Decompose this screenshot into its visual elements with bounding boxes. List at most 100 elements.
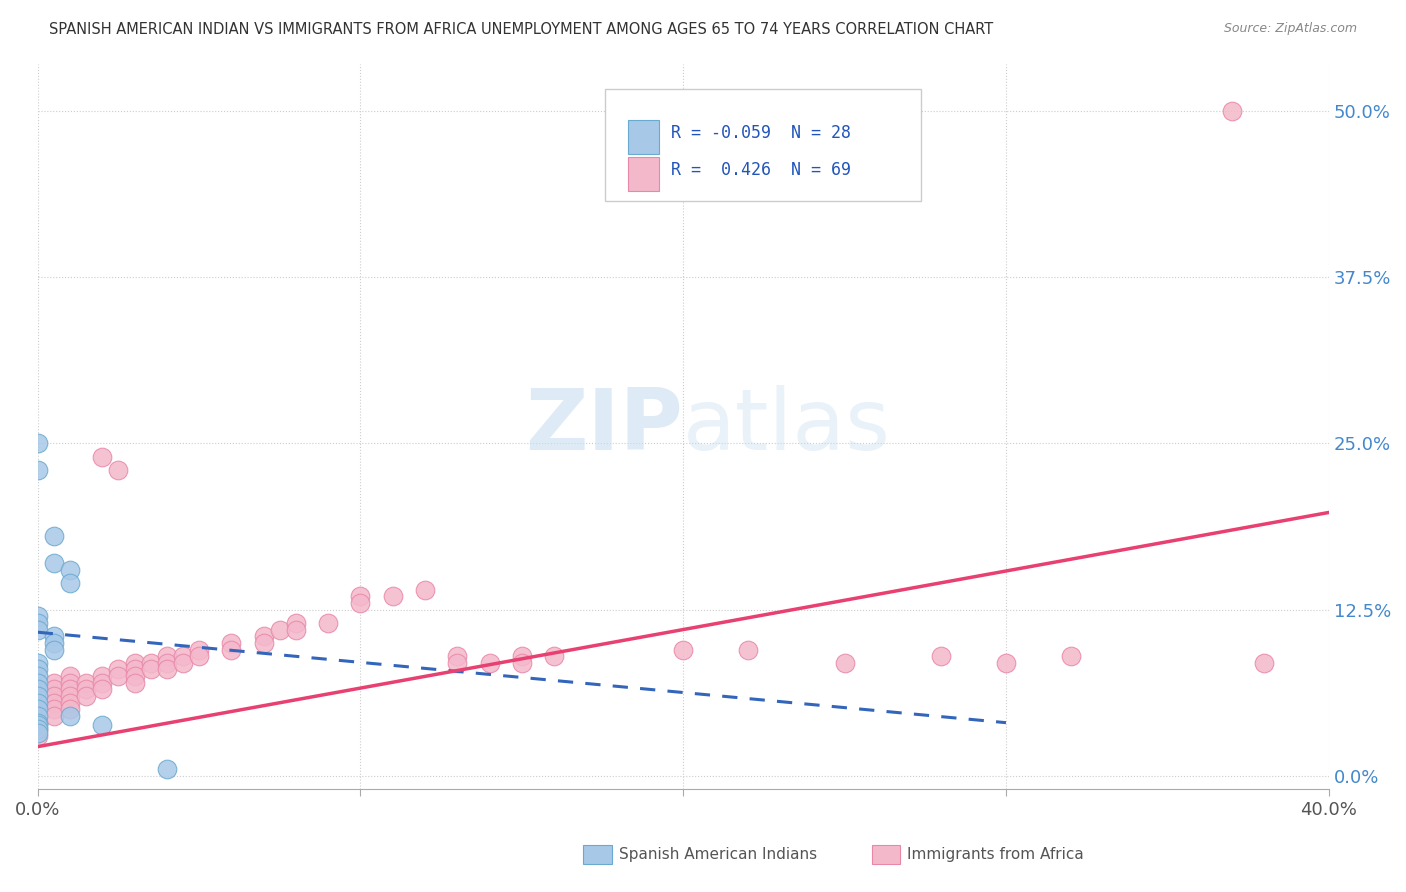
Point [156,762,179,776]
Point [27,436,49,450]
Point [124,675,146,690]
Point [478,656,501,670]
Text: Immigrants from Africa: Immigrants from Africa [907,847,1084,862]
Point [27,682,49,697]
Point [27,675,49,690]
Point [27,615,49,630]
Point [124,663,146,677]
Point [284,623,307,637]
Text: Source: ZipAtlas.com: Source: ZipAtlas.com [1223,22,1357,36]
Text: ZIP: ZIP [526,385,683,468]
Point [107,669,129,683]
Point [107,463,129,477]
Point [75,675,97,690]
Text: R = -0.059  N = 28: R = -0.059 N = 28 [671,124,851,142]
Point [1059,649,1081,664]
Point [27,715,49,730]
Point [188,649,211,664]
Point [995,656,1018,670]
Point [27,463,49,477]
Point [42,636,65,650]
Point [75,689,97,703]
Point [510,649,533,664]
Point [27,696,49,710]
Point [42,696,65,710]
Point [27,623,49,637]
Point [156,656,179,670]
Point [75,682,97,697]
Point [59,669,82,683]
Point [221,636,243,650]
Point [27,696,49,710]
Point [91,450,114,464]
Point [91,682,114,697]
Point [381,589,404,603]
Point [27,723,49,737]
Text: atlas: atlas [683,385,891,468]
Point [42,682,65,697]
Point [27,702,49,716]
Point [91,675,114,690]
Point [27,702,49,716]
Point [59,696,82,710]
Point [27,709,49,723]
Point [27,729,49,743]
Point [253,629,276,643]
Point [27,723,49,737]
Point [27,718,49,732]
Point [59,702,82,716]
Point [59,709,82,723]
Point [59,563,82,577]
Point [446,656,468,670]
Point [156,663,179,677]
Point [42,629,65,643]
Point [42,556,65,570]
Point [27,726,49,740]
Point [139,663,162,677]
Text: SPANISH AMERICAN INDIAN VS IMMIGRANTS FROM AFRICA UNEMPLOYMENT AMONG AGES 65 TO : SPANISH AMERICAN INDIAN VS IMMIGRANTS FR… [49,22,994,37]
Point [221,642,243,657]
Point [42,689,65,703]
Point [1220,103,1243,118]
Point [316,615,339,630]
Point [543,649,565,664]
Point [27,669,49,683]
Point [253,636,276,650]
Point [42,702,65,716]
Point [27,715,49,730]
Point [27,656,49,670]
Point [124,656,146,670]
Point [27,689,49,703]
Point [188,642,211,657]
Point [42,709,65,723]
Point [59,675,82,690]
Point [172,656,194,670]
Point [172,649,194,664]
Point [27,663,49,677]
Point [349,589,371,603]
Text: R =  0.426  N = 69: R = 0.426 N = 69 [671,161,851,178]
Point [349,596,371,610]
Point [413,582,436,597]
Point [42,529,65,543]
Point [446,649,468,664]
Point [59,576,82,591]
Point [107,663,129,677]
Point [91,669,114,683]
Point [834,656,856,670]
Point [124,669,146,683]
Point [27,689,49,703]
Point [1253,656,1275,670]
Point [510,656,533,670]
Point [284,615,307,630]
Point [42,675,65,690]
Point [27,709,49,723]
Point [59,689,82,703]
Point [672,642,695,657]
Point [156,649,179,664]
Point [931,649,953,664]
Point [27,609,49,624]
Point [59,682,82,697]
Point [269,623,291,637]
Point [139,656,162,670]
